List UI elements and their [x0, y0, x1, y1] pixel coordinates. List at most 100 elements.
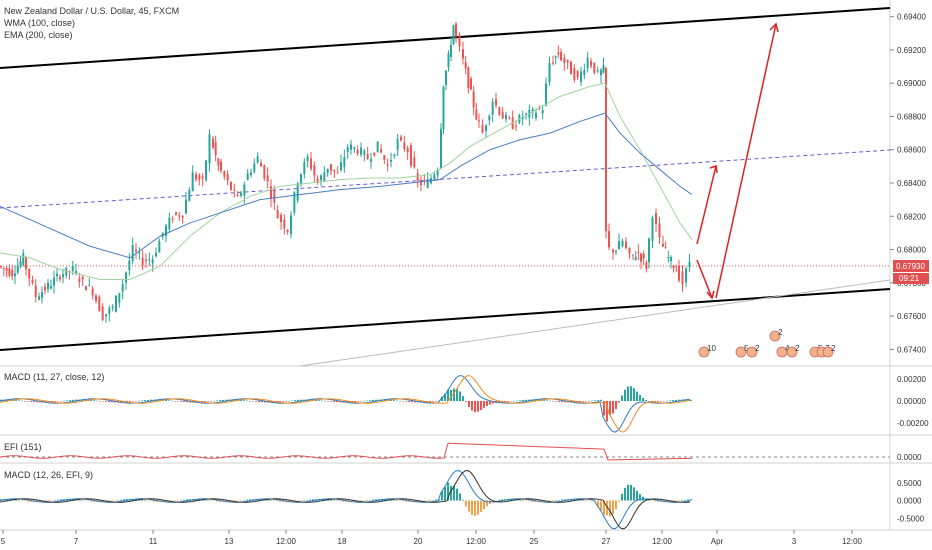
- trend-line-gray[interactable]: [299, 279, 891, 367]
- candle-body: [214, 142, 217, 156]
- candle-body: [433, 174, 436, 179]
- candle-body: [16, 265, 19, 273]
- macd1-histogram-bar: [558, 401, 560, 402]
- channel-upper-line[interactable]: [0, 7, 891, 69]
- event-flag-icon[interactable]: [786, 346, 798, 358]
- time-tick-label: 13: [225, 537, 234, 546]
- macd2-histogram-bar: [405, 500, 407, 502]
- macd1-histogram-bar: [168, 400, 170, 401]
- event-flag-icon[interactable]: [735, 346, 747, 358]
- main-pane[interactable]: [0, 0, 890, 366]
- macd2-histogram-bar: [543, 500, 545, 502]
- macd2-histogram-bar: [24, 500, 26, 502]
- macd1-tick-label: 0.00200: [897, 375, 926, 384]
- event-flag-icon[interactable]: [769, 330, 781, 342]
- macd1-histogram-bar: [486, 401, 488, 406]
- macd1-label[interactable]: MACD (11, 27, close, 12): [4, 372, 104, 382]
- macd1-histogram-bar: [435, 401, 437, 402]
- candle-body: [320, 175, 322, 181]
- event-flag-count: 4: [785, 344, 790, 353]
- macd1-histogram-bar: [204, 401, 206, 402]
- macd2-histogram-bar: [336, 500, 338, 502]
- candle-body: [125, 272, 127, 283]
- macd1-histogram-bar: [129, 401, 131, 402]
- candle-body: [226, 174, 229, 181]
- arrow-down[interactable]: [696, 259, 713, 299]
- candle-body: [470, 78, 472, 90]
- macd1-histogram-bar: [414, 401, 416, 403]
- macd1-histogram-bar: [66, 400, 68, 401]
- candle-body: [56, 273, 58, 277]
- macd1-histogram-bar: [363, 400, 365, 402]
- macd1-histogram-bar: [132, 401, 134, 402]
- projection-arrows[interactable]: [696, 22, 779, 300]
- macd1-histogram-bar: [180, 401, 182, 402]
- candle-body: [628, 248, 631, 254]
- channel-mid-line[interactable]: [0, 149, 891, 209]
- macd1-histogram-bar: [462, 396, 464, 401]
- macd2-histogram-bar: [456, 488, 458, 501]
- candle-body: [458, 35, 461, 47]
- candle-body: [171, 218, 174, 220]
- event-flag-icon[interactable]: [822, 346, 834, 358]
- economic-event-flags[interactable]: 1052242572: [698, 328, 836, 358]
- candle-body: [158, 240, 161, 253]
- price-tick-label: 0.68400: [897, 179, 926, 188]
- macd2-histogram-bar: [681, 500, 683, 501]
- candle-body: [400, 136, 402, 141]
- macd1-histogram-bar: [120, 401, 122, 403]
- efi-pane[interactable]: [0, 442, 890, 461]
- macd1-histogram-bar: [615, 401, 617, 410]
- event-flag-icon[interactable]: [746, 346, 758, 358]
- candle-body: [273, 190, 276, 203]
- macd2-histogram-bar: [588, 500, 590, 502]
- macd2-histogram-bar: [84, 500, 86, 502]
- time-tick-label: 18: [338, 537, 347, 546]
- price-axis[interactable]: 0.69400 0.69200 0.69000 0.68800 0.68600 0.684…: [890, 13, 926, 355]
- arrow-up-short[interactable]: [696, 165, 717, 245]
- macd2-histogram-bar: [93, 500, 95, 502]
- candle-body: [34, 285, 37, 298]
- study-wma-label[interactable]: WMA (100, close): [4, 18, 75, 28]
- macd2-histogram-bar: [651, 500, 653, 502]
- wma-100-line: [0, 82, 693, 280]
- efi-label[interactable]: EFI (151): [4, 442, 42, 452]
- countdown-badge: [893, 273, 929, 284]
- macd1-histogram-bar: [90, 400, 92, 401]
- event-flag-icon[interactable]: [698, 346, 710, 358]
- macd2-histogram-bar: [399, 500, 401, 502]
- candle-body: [525, 113, 527, 115]
- candle-body: [233, 189, 236, 191]
- study-ema-label[interactable]: EMA (200, close): [4, 30, 73, 40]
- candle-body: [383, 155, 386, 160]
- macd1-histogram-bar: [510, 401, 512, 402]
- macd1-histogram-bar: [72, 399, 74, 401]
- candle-body: [141, 257, 144, 266]
- candle-body: [31, 279, 34, 283]
- macd2-label[interactable]: MACD (12, 26, EFI, 9): [4, 470, 93, 480]
- candle-body: [655, 213, 657, 224]
- macd-pane-1[interactable]: [0, 374, 692, 433]
- candle-body: [88, 285, 91, 287]
- drawings[interactable]: [0, 7, 891, 367]
- macd2-histogram-bar: [678, 500, 680, 502]
- candle-body: [25, 257, 27, 270]
- channel-lower-line[interactable]: [0, 288, 891, 351]
- macd2-histogram-bar: [177, 500, 179, 502]
- candle-body: [396, 138, 399, 150]
- candles[interactable]: [0, 21, 691, 323]
- macd2-histogram-bar: [402, 500, 404, 502]
- macd2-histogram-bar: [564, 499, 566, 501]
- macd2-histogram-bar: [27, 500, 29, 502]
- macd2-histogram-bar: [291, 500, 293, 502]
- macd1-histogram-bar: [69, 400, 71, 401]
- macd-pane-2[interactable]: [0, 470, 692, 530]
- arrow-up-long[interactable]: [715, 23, 777, 299]
- macd2-histogram-bar: [438, 499, 440, 501]
- chart-title: New Zealand Dollar / U.S. Dollar, 45, FX…: [4, 6, 179, 16]
- candle-body: [135, 249, 137, 252]
- time-axis[interactable]: 5 7 11 13 12:00 18 20 12:00 25 27 12:00 Apr 3 12:00: [1, 530, 863, 546]
- macd2-histogram-bar: [216, 500, 218, 502]
- macd1-histogram-bar: [30, 401, 32, 402]
